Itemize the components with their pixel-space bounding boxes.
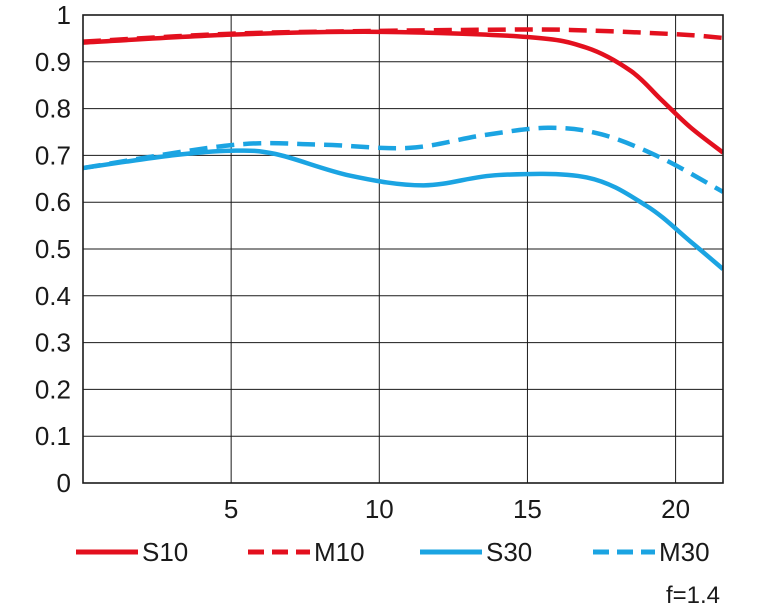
y-tick-label: 0.2 — [35, 374, 71, 404]
y-tick-label: 0 — [57, 468, 71, 498]
y-tick-label: 1 — [57, 0, 71, 30]
x-tick-label: 15 — [513, 494, 542, 524]
aperture-annotation: f=1.4 — [666, 582, 720, 609]
y-tick-label: 0.7 — [35, 140, 71, 170]
series-line-m30 — [83, 125, 723, 194]
legend-label-m30: M30 — [659, 537, 710, 567]
y-tick-label: 0.3 — [35, 328, 71, 358]
legend-label-s10: S10 — [142, 537, 188, 567]
plot-frame — [82, 14, 724, 484]
y-tick-label: 0.1 — [35, 421, 71, 451]
y-tick-label: 0.8 — [35, 94, 71, 124]
grid-lines — [83, 15, 723, 483]
legend: S10 M10 S30 M30 — [76, 537, 710, 567]
y-tick-label: 0.5 — [35, 234, 71, 264]
legend-label-s30: S30 — [486, 537, 532, 567]
series-line-m10 — [83, 27, 723, 44]
x-tick-labels: 5 10 15 20 — [224, 494, 690, 524]
x-tick-label: 10 — [365, 494, 394, 524]
legend-label-m10: M10 — [314, 537, 365, 567]
y-tick-label: 0.6 — [35, 187, 71, 217]
y-tick-label: 0.9 — [35, 47, 71, 77]
x-tick-label: 20 — [661, 494, 690, 524]
y-tick-labels: 0 0.1 0.2 0.3 0.4 0.5 0.6 0.7 0.8 0.9 1 — [35, 0, 71, 498]
series-lines — [83, 27, 723, 271]
series-line-s30 — [83, 148, 723, 271]
y-tick-label: 0.4 — [35, 281, 71, 311]
series-line-s10 — [83, 29, 723, 155]
x-tick-label: 5 — [224, 494, 238, 524]
